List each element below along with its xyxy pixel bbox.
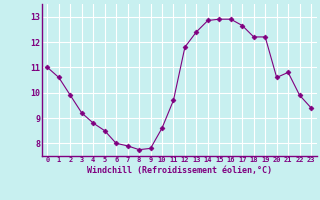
X-axis label: Windchill (Refroidissement éolien,°C): Windchill (Refroidissement éolien,°C) bbox=[87, 166, 272, 175]
